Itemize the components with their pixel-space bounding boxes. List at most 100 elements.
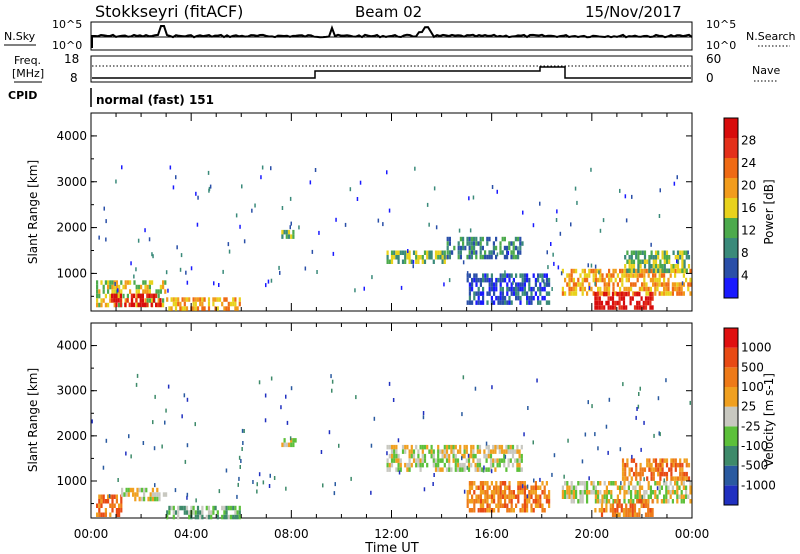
heatmap-cell [639, 264, 642, 269]
heatmap-cell [506, 291, 509, 296]
heatmap-cell [386, 259, 389, 264]
heatmap-cell [506, 282, 509, 287]
heatmap-cell [471, 481, 474, 486]
heatmap-cell [468, 481, 471, 486]
heatmap-cell [493, 499, 496, 504]
heatmap-cell [646, 259, 649, 264]
heatmap-cell [135, 284, 138, 290]
heatmap-cell [521, 241, 524, 246]
heatmap-cell [689, 400, 691, 405]
heatmap-cell [645, 490, 648, 495]
heatmap-cell [665, 481, 668, 486]
heatmap-cell [486, 499, 489, 504]
heatmap-cell [676, 476, 680, 481]
heatmap-cell [320, 450, 323, 454]
heatmap-cell [605, 286, 608, 292]
heatmap-cell [616, 300, 619, 306]
heatmap-cell [285, 394, 287, 399]
heatmap-cell [118, 284, 121, 290]
heatmap-cell [188, 510, 191, 515]
y-tick-label: 4000 [56, 339, 87, 353]
heatmap-cell [504, 494, 507, 499]
heatmap-cell [570, 277, 573, 283]
heatmap-cell [428, 255, 431, 260]
heatmap-cell [223, 306, 226, 311]
heatmap-cell [572, 494, 575, 499]
heatmap-cell [534, 503, 537, 508]
heatmap-cell [652, 471, 655, 477]
heatmap-cell [393, 449, 396, 454]
heatmap-cell [404, 444, 407, 450]
heatmap-cell [530, 485, 533, 490]
heatmap-cell [676, 494, 679, 499]
heatmap-cell [674, 255, 677, 260]
heatmap-cell [539, 201, 541, 206]
heatmap-cell [590, 286, 593, 292]
heatmap-cell [490, 254, 493, 260]
heatmap-cell [597, 494, 600, 499]
heatmap-cell [433, 473, 435, 477]
heatmap-cell [117, 298, 120, 303]
heatmap-cell [183, 306, 186, 311]
heatmap-cell [510, 241, 513, 246]
heatmap-cell [470, 245, 473, 251]
heatmap-cell [581, 499, 584, 504]
heatmap-cell [516, 444, 519, 450]
heatmap-cell [445, 467, 449, 472]
heatmap-cell [133, 274, 135, 279]
heatmap-cell [614, 300, 617, 306]
heatmap-cell [468, 300, 471, 305]
heatmap-cell [222, 269, 224, 274]
colorbar-segment [724, 238, 738, 258]
heatmap-cell [647, 503, 650, 508]
heatmap-cell [607, 300, 610, 306]
colorbar-tick-label: 16 [741, 201, 756, 215]
heatmap-cell [473, 481, 476, 486]
heatmap-cell [575, 268, 578, 274]
heatmap-cell [575, 282, 578, 287]
heatmap-cell [492, 462, 495, 468]
heatmap-cell [468, 250, 471, 255]
heatmap-cell [495, 503, 498, 508]
heatmap-cell [626, 458, 629, 463]
heatmap-cell [499, 282, 502, 287]
heatmap-cell [657, 268, 660, 273]
heatmap-cell [177, 301, 180, 307]
heatmap-cell [632, 499, 635, 504]
heatmap-cell [643, 259, 647, 264]
heatmap-cell [517, 295, 520, 301]
heatmap-cell [499, 490, 502, 495]
heatmap-cell [289, 225, 291, 230]
heatmap-cell [665, 291, 668, 296]
heatmap-cell [619, 447, 622, 452]
heatmap-cell [674, 462, 677, 468]
heatmap-cell [466, 254, 469, 260]
heatmap-cell [532, 440, 534, 445]
heatmap-cell [663, 478, 665, 483]
heatmap-cell [286, 420, 289, 425]
heatmap-cell [138, 487, 141, 493]
y-tick-label: 4000 [56, 129, 87, 143]
heatmap-cell [397, 467, 400, 472]
heatmap-cell [174, 297, 178, 302]
heatmap-cell [406, 444, 409, 450]
heatmap-cell [678, 291, 681, 296]
heatmap-cell [503, 449, 506, 454]
heatmap-cell [186, 280, 189, 285]
heatmap-cell [545, 499, 548, 504]
heatmap-cell [594, 300, 597, 306]
heatmap-cell [137, 289, 140, 294]
heatmap-cell [283, 442, 286, 448]
heatmap-cell [532, 508, 535, 513]
heatmap-cell [634, 494, 637, 499]
heatmap-cell [98, 499, 101, 504]
heatmap-cell [395, 449, 398, 454]
heatmap-cell [519, 295, 522, 301]
heatmap-cell [388, 208, 391, 213]
heatmap-cell [504, 270, 506, 275]
heatmap-cell [483, 465, 485, 470]
heatmap-cell [393, 250, 396, 255]
heatmap-cell [541, 286, 544, 292]
heatmap-cell [665, 255, 669, 260]
heatmap-cell [581, 282, 584, 287]
